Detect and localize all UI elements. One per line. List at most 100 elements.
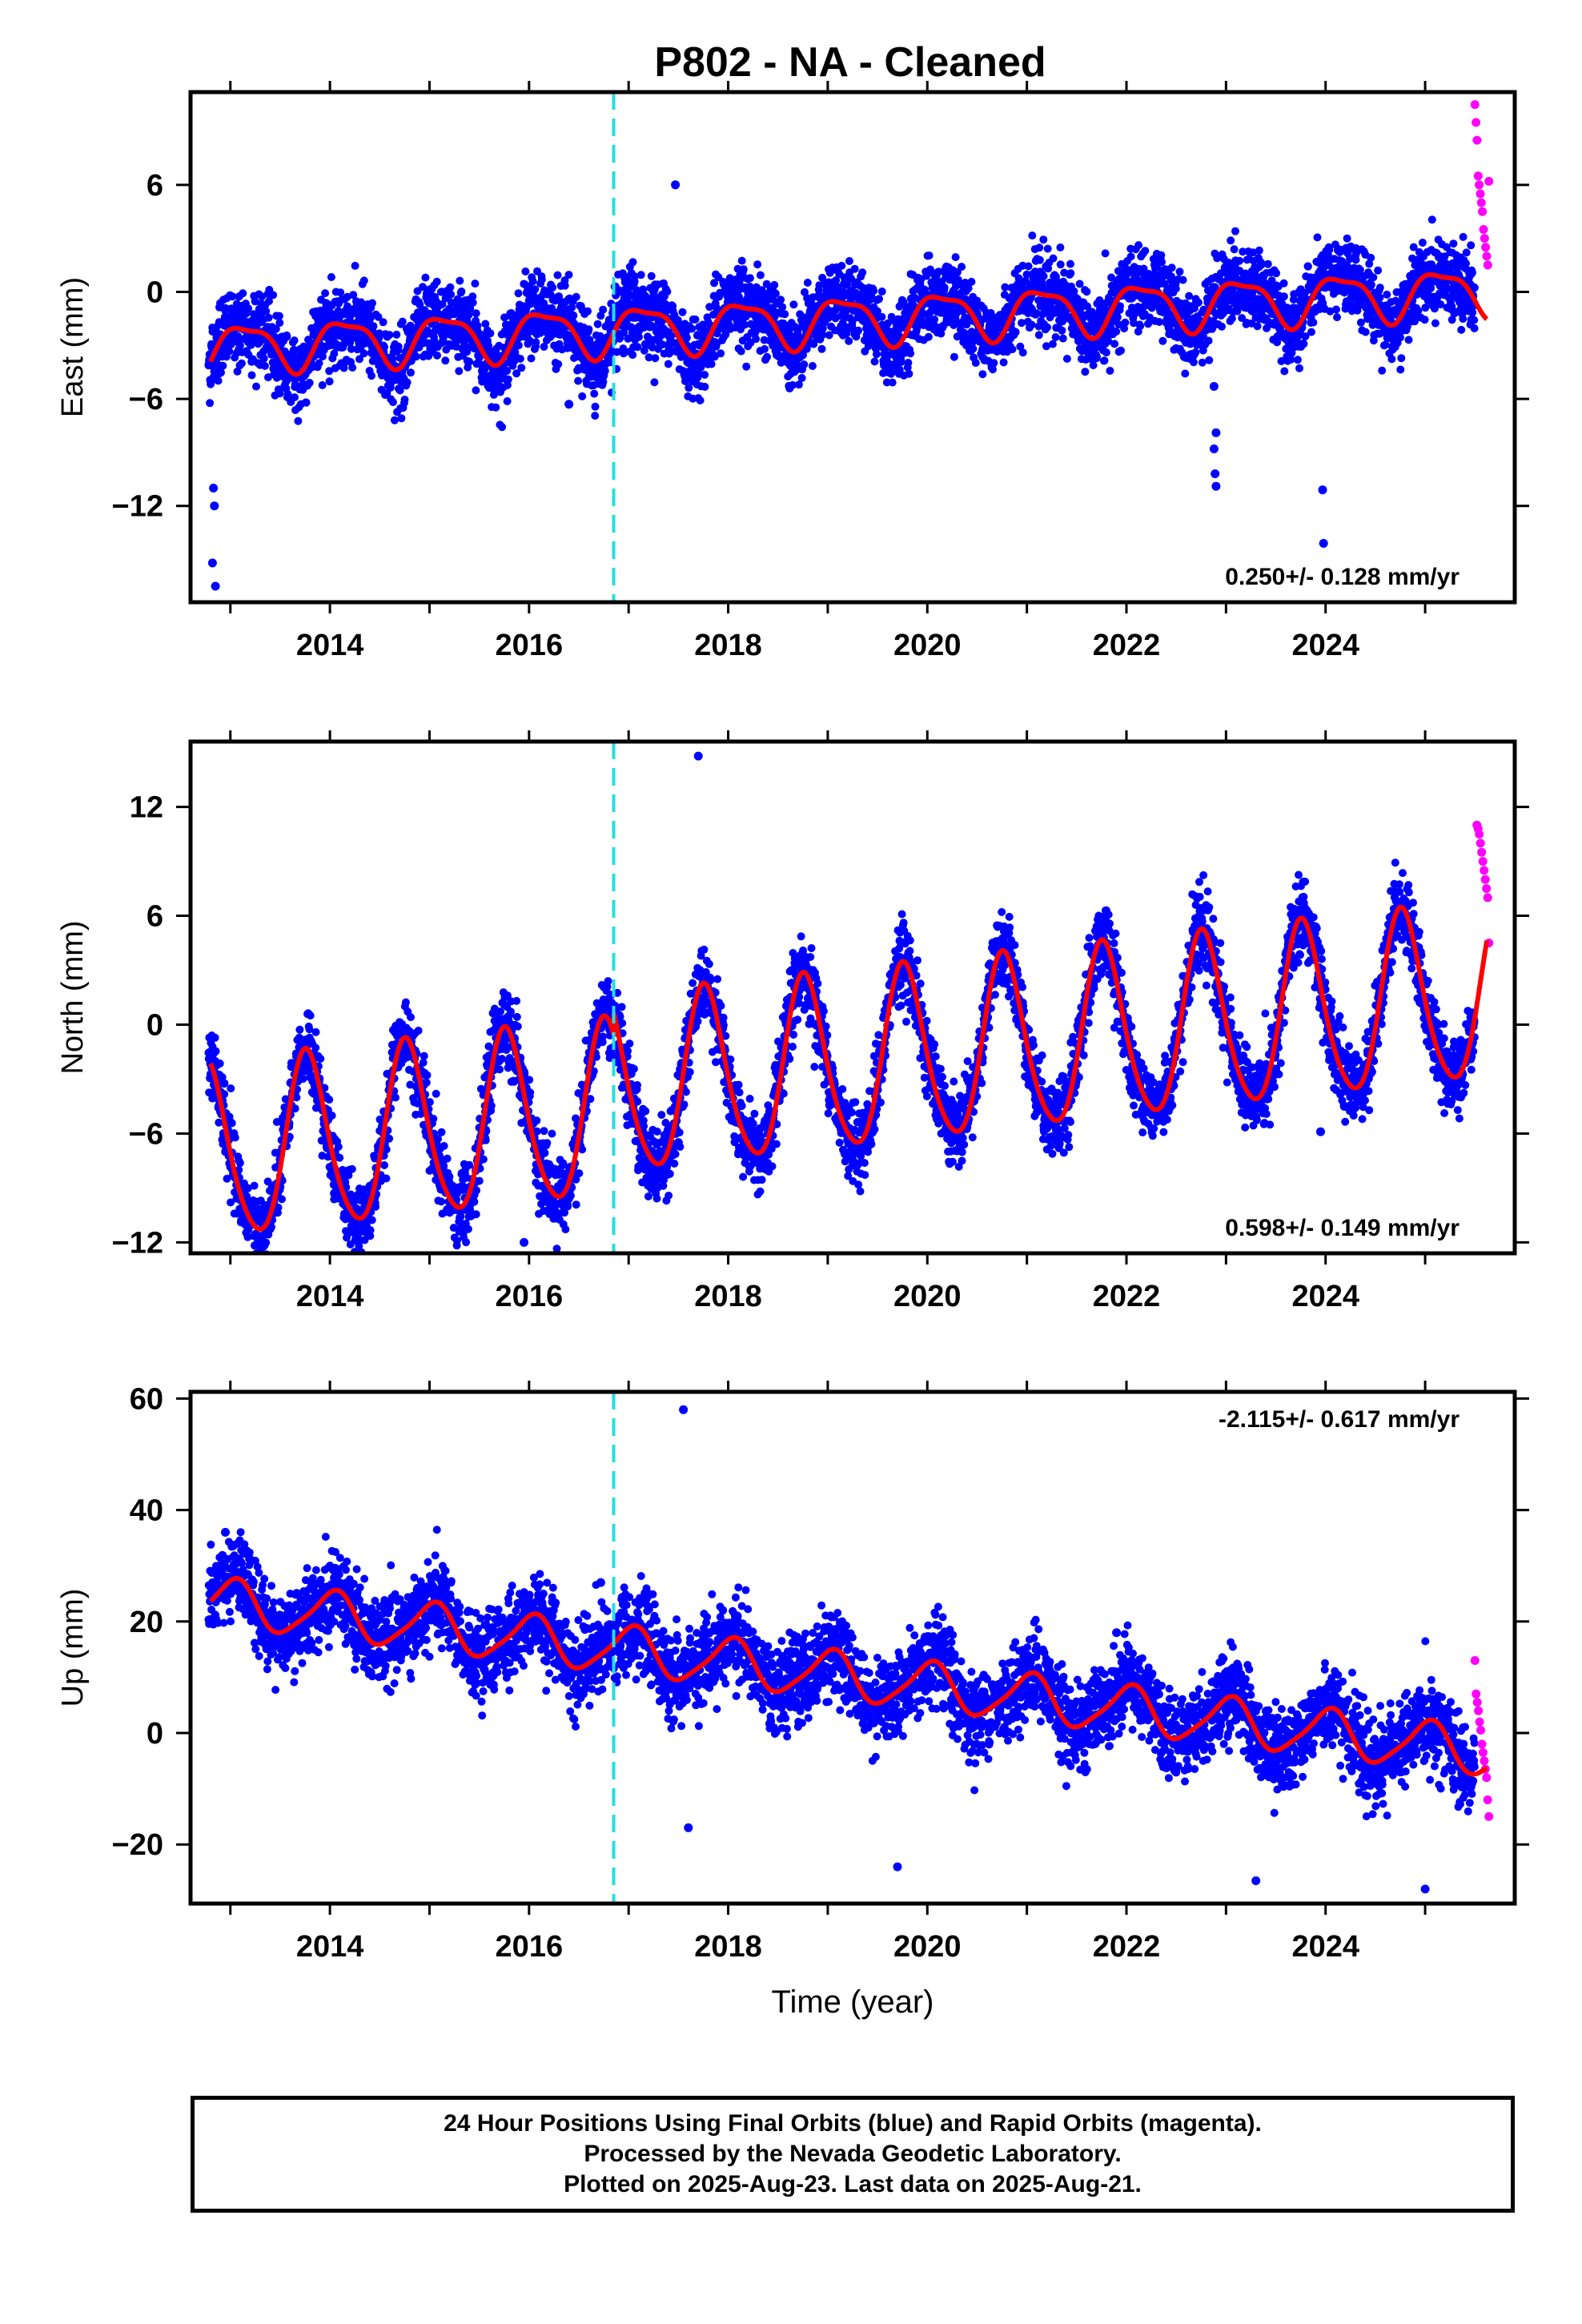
east-final-point bbox=[656, 332, 665, 340]
east-final-point bbox=[521, 267, 530, 275]
east-final-point bbox=[214, 376, 223, 385]
east-final-point bbox=[628, 351, 637, 360]
east-final-point bbox=[465, 357, 474, 366]
east-final-point bbox=[464, 311, 473, 320]
east-final-point bbox=[1062, 355, 1071, 363]
east-final-point bbox=[620, 324, 629, 332]
east-final-point bbox=[1280, 367, 1289, 376]
east-final-point bbox=[644, 353, 653, 362]
east-final-point bbox=[457, 287, 466, 296]
east-final-point bbox=[978, 370, 987, 379]
east-final-point bbox=[1255, 246, 1263, 255]
east-final-point bbox=[1204, 336, 1213, 345]
east-final-point bbox=[967, 277, 976, 286]
east-final-point bbox=[1378, 366, 1387, 375]
east-final-point bbox=[647, 271, 656, 280]
north-final-point bbox=[261, 1262, 269, 1270]
east-final-point bbox=[1171, 284, 1180, 293]
east-final-point bbox=[1066, 269, 1075, 278]
east-final-point bbox=[400, 396, 409, 404]
east-final-point bbox=[1018, 348, 1027, 357]
east-final-point bbox=[1035, 243, 1044, 252]
east-final-point bbox=[504, 375, 512, 384]
east-rapid-point bbox=[1472, 135, 1482, 145]
north-final-point bbox=[231, 1133, 239, 1142]
east-y-tick-label: −6 bbox=[129, 383, 163, 416]
east-final-point bbox=[514, 341, 523, 350]
east-final-point bbox=[374, 312, 383, 321]
east-final-point bbox=[661, 300, 670, 308]
east-plot-area bbox=[204, 100, 1494, 591]
east-final-point bbox=[412, 352, 420, 361]
east-final-point bbox=[390, 416, 399, 424]
east-final-point bbox=[1058, 334, 1067, 343]
east-final-point bbox=[507, 309, 516, 317]
east-final-point bbox=[1101, 249, 1110, 258]
east-final-point bbox=[516, 355, 524, 363]
east-outlier-point bbox=[207, 558, 217, 568]
east-final-point bbox=[1126, 252, 1135, 261]
east-final-point bbox=[294, 416, 303, 425]
east-final-point bbox=[1227, 236, 1235, 245]
east-final-point bbox=[628, 258, 637, 267]
east-final-point bbox=[1113, 313, 1122, 321]
east-final-point bbox=[1369, 273, 1378, 282]
east-final-point bbox=[252, 382, 260, 391]
east-final-point bbox=[1230, 245, 1239, 254]
east-final-point bbox=[532, 338, 540, 347]
north-final-point bbox=[262, 1238, 271, 1247]
east-final-point bbox=[1375, 283, 1384, 292]
east-final-point bbox=[1082, 287, 1091, 296]
east-final-point bbox=[1309, 318, 1318, 327]
east-final-point bbox=[321, 289, 330, 298]
east-final-point bbox=[1293, 356, 1302, 364]
east-final-point bbox=[619, 349, 628, 358]
east-final-point bbox=[1157, 251, 1166, 259]
east-final-point bbox=[368, 299, 376, 308]
east-final-point bbox=[258, 292, 267, 301]
east-final-point bbox=[339, 340, 348, 349]
east-final-point bbox=[904, 359, 913, 367]
east-final-point bbox=[872, 350, 881, 359]
east-final-point bbox=[1374, 266, 1383, 275]
east-final-point bbox=[472, 309, 480, 318]
east-final-point bbox=[1279, 279, 1288, 287]
east-final-point bbox=[696, 396, 705, 404]
east-final-point bbox=[271, 324, 280, 333]
east-final-point bbox=[548, 283, 557, 292]
east-final-point bbox=[999, 358, 1008, 367]
east-final-point bbox=[753, 260, 762, 269]
east-final-point bbox=[688, 324, 697, 333]
east-final-point bbox=[752, 335, 761, 344]
east-final-point bbox=[1421, 304, 1430, 312]
east-final-point bbox=[564, 271, 573, 279]
east-final-point bbox=[219, 361, 227, 370]
north-final-point bbox=[250, 1181, 259, 1190]
east-final-point bbox=[1470, 316, 1479, 324]
east-final-point bbox=[578, 392, 587, 400]
east-final-point bbox=[1141, 247, 1150, 255]
east-final-point bbox=[537, 275, 546, 284]
east-final-point bbox=[584, 307, 592, 316]
east-final-point bbox=[803, 279, 812, 287]
east-final-point bbox=[1307, 328, 1315, 336]
east-final-point bbox=[971, 359, 980, 368]
east-rapid-point bbox=[1483, 260, 1492, 270]
east-final-point bbox=[385, 331, 394, 340]
east-final-point bbox=[259, 354, 268, 363]
east-final-point bbox=[473, 321, 482, 330]
east-final-point bbox=[940, 283, 949, 292]
east-final-point bbox=[1167, 263, 1176, 272]
north-final-point bbox=[220, 1079, 229, 1088]
east-final-point bbox=[1024, 262, 1033, 271]
east-final-point bbox=[1008, 345, 1017, 354]
east-final-point bbox=[640, 346, 648, 355]
east-final-point bbox=[291, 393, 299, 402]
east-final-point bbox=[398, 317, 407, 326]
east-final-point bbox=[1185, 292, 1194, 300]
east-final-point bbox=[239, 289, 247, 298]
east-final-point bbox=[336, 288, 345, 297]
east-final-point bbox=[574, 376, 583, 385]
east-final-point bbox=[1397, 354, 1406, 363]
east-final-point bbox=[388, 398, 397, 407]
